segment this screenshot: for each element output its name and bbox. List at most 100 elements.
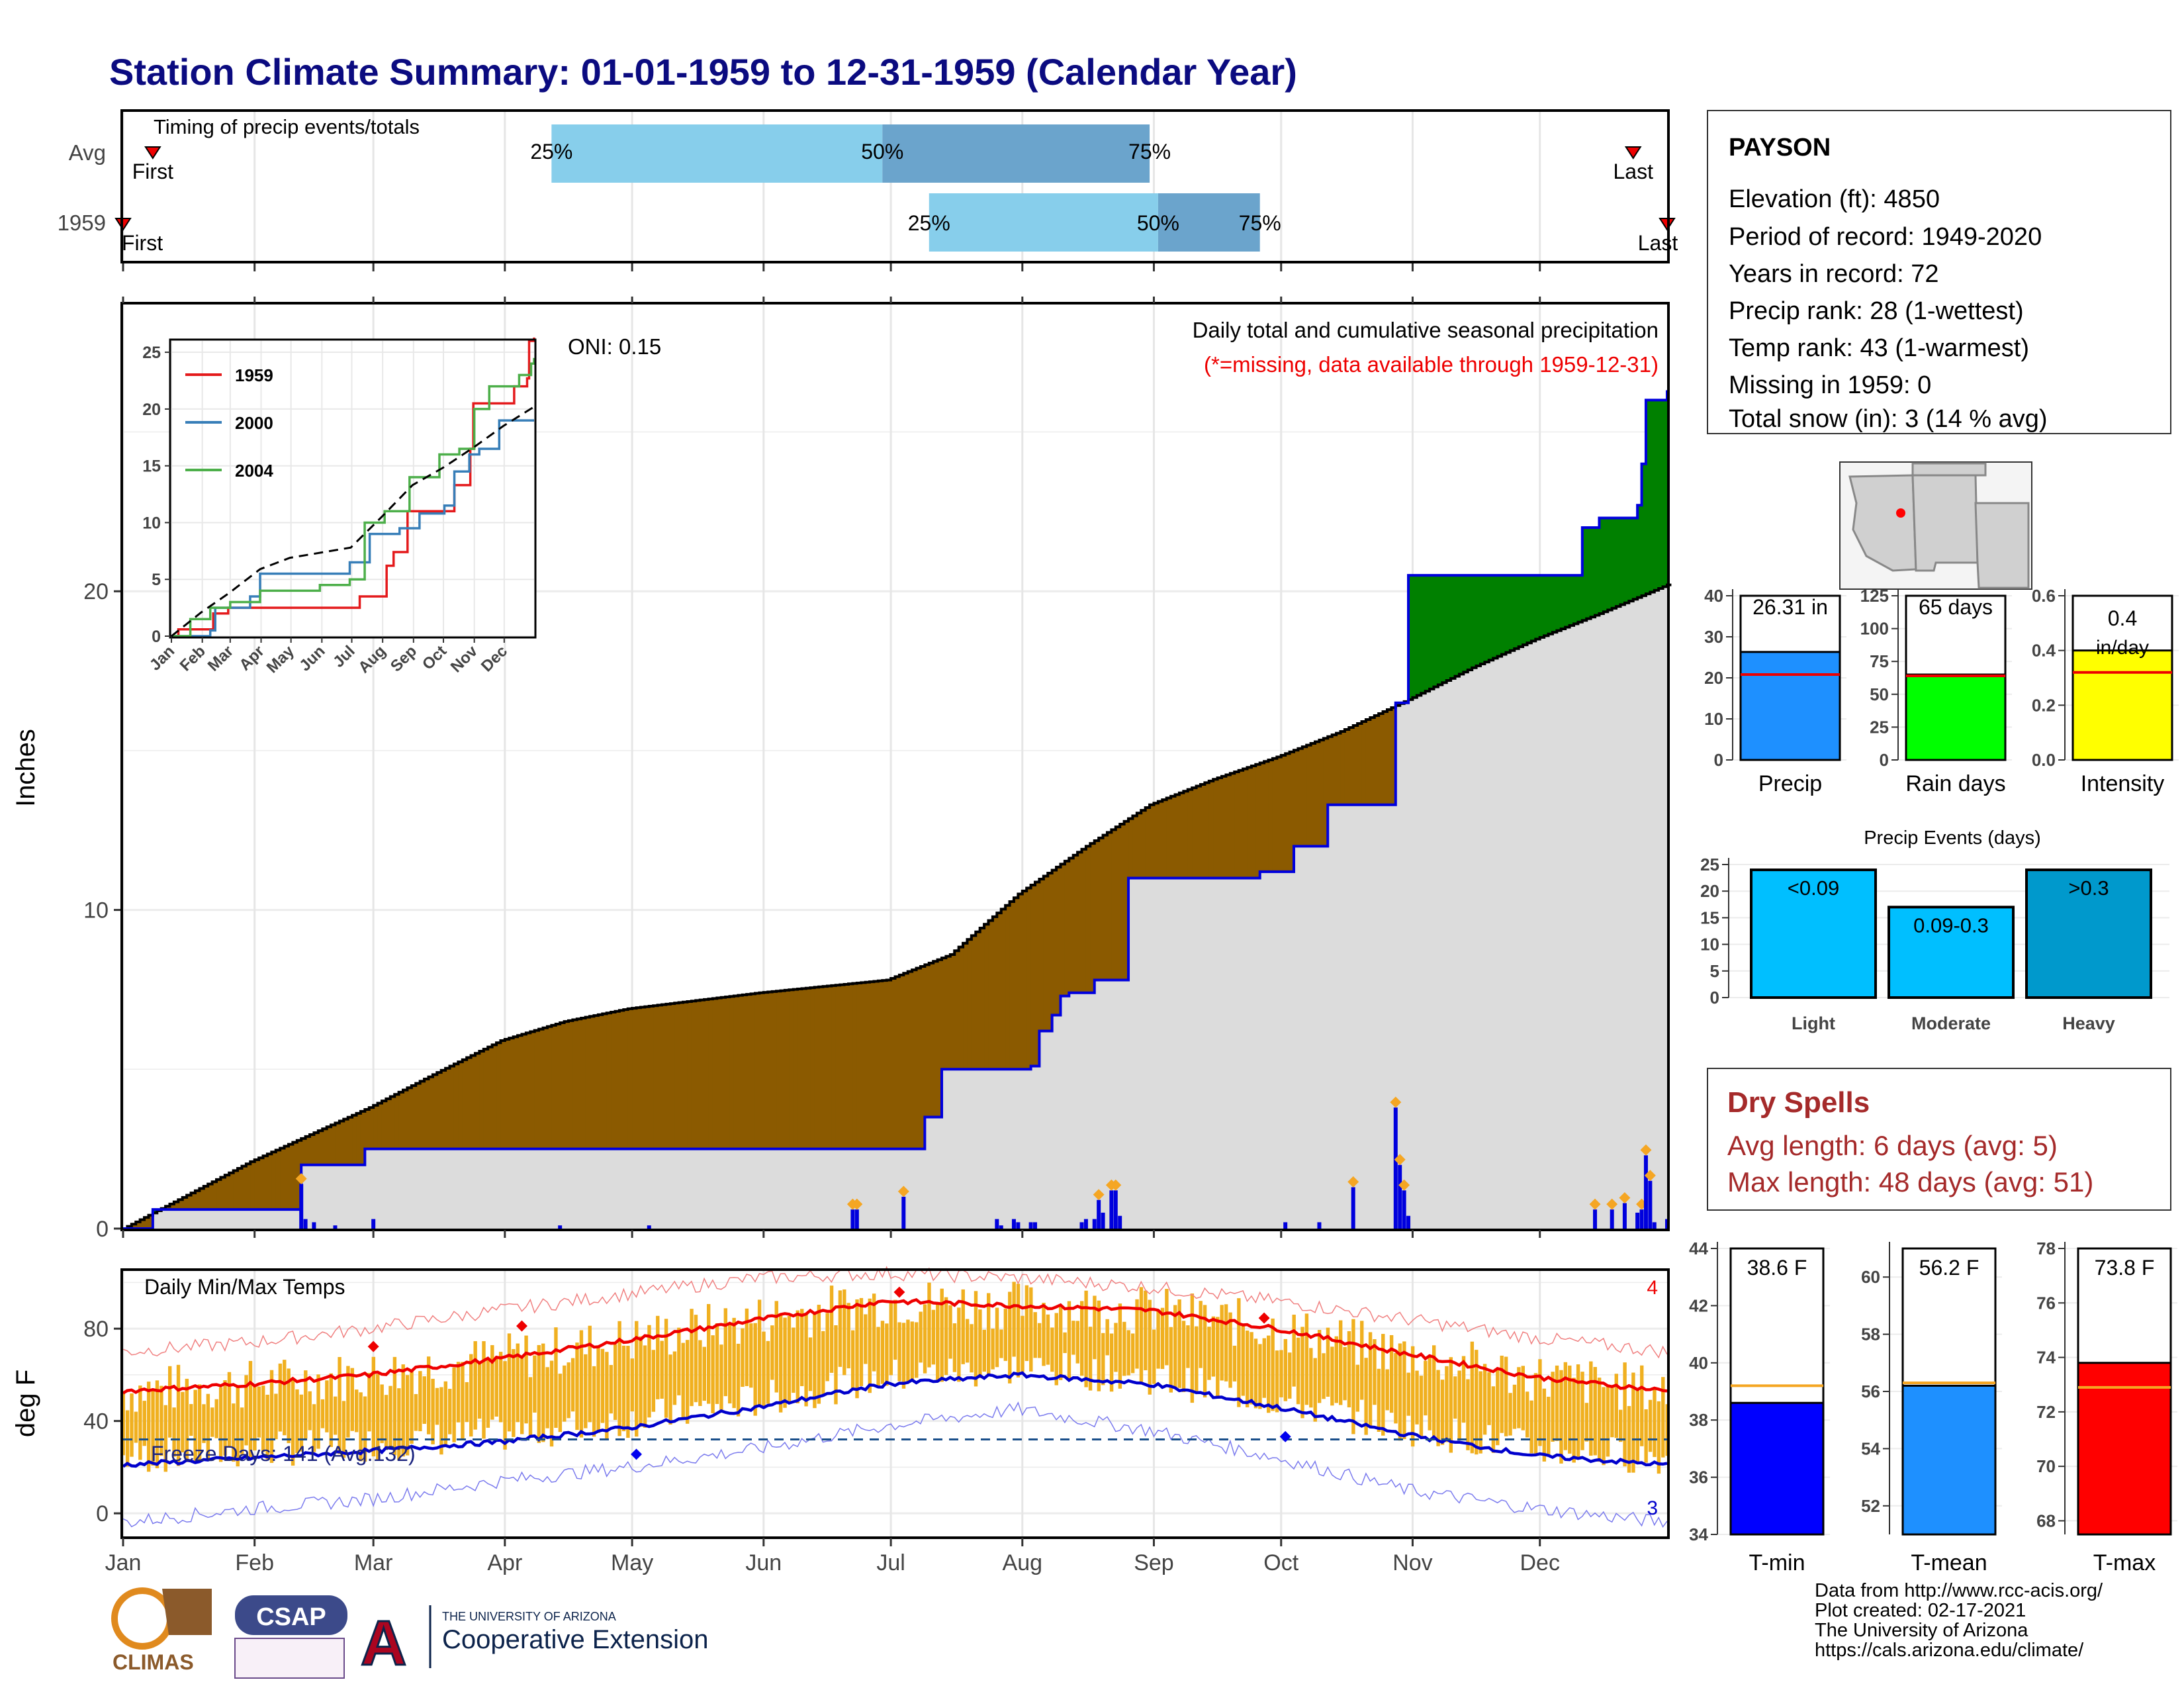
month-label: Dec (1520, 1550, 1559, 1575)
daily-temp-bar (617, 1321, 621, 1436)
daily-max-marker-icon (1347, 1176, 1359, 1188)
daily-temp-bar (1381, 1334, 1385, 1436)
above-average-area (1518, 575, 1524, 647)
daily-precip-bar (1639, 1209, 1644, 1229)
daily-precip-bar (1079, 1222, 1084, 1229)
daily-temp-bar (405, 1375, 410, 1456)
temp-y-tick-label: 80 (83, 1317, 109, 1342)
daily-precip-bar (1351, 1187, 1355, 1229)
daily-temp-bar (1466, 1379, 1470, 1450)
station-info-box: PAYSON Elevation (ft): 4850 Period of re… (1707, 110, 2171, 434)
daily-temp-bar (668, 1354, 672, 1425)
month-label: Jun (745, 1550, 782, 1575)
mini-value-bar (1905, 673, 2007, 761)
below-average-area (623, 1009, 629, 1149)
daily-temp-bar (1177, 1299, 1181, 1388)
daily-temp-bar (974, 1291, 978, 1387)
below-average-area (772, 991, 777, 1149)
below-average-area (1328, 736, 1333, 805)
inset-series-1959 (171, 337, 535, 637)
daily-precip-bar (995, 1219, 999, 1229)
below-average-area (805, 988, 811, 1149)
below-average-area (483, 1049, 488, 1149)
daily-temp-bar (1003, 1309, 1008, 1361)
mini-value-label: 0.4 (2108, 606, 2137, 630)
daily-temp-bar (630, 1358, 635, 1412)
below-average-area (1005, 905, 1011, 1070)
station-frame (1707, 110, 2171, 434)
below-average-area (852, 983, 858, 1149)
record-low-line (122, 1401, 1668, 1528)
daily-temp-bar (1063, 1332, 1067, 1354)
daily-temp-bar (1593, 1367, 1597, 1456)
daily-precip-bar (1011, 1219, 1016, 1229)
daily-temp-bar (1156, 1311, 1160, 1369)
below-average-area (140, 1219, 145, 1229)
daily-temp-bar (910, 1321, 915, 1382)
daily-temp-bar (1614, 1374, 1618, 1438)
daily-temp-bar (503, 1361, 507, 1450)
ua-logo: A THE UNIVERSITY OF ARIZONA Cooperative … (360, 1605, 708, 1680)
record-high-marker-icon (893, 1286, 905, 1298)
daily-temp-bar (723, 1308, 728, 1397)
below-average-area (768, 992, 773, 1149)
daily-temp-bar (1351, 1319, 1355, 1434)
above-average-area (1620, 518, 1625, 605)
temp-mini-name: T-mean (1911, 1550, 1987, 1575)
below-average-area (500, 1040, 506, 1149)
daily-temp-bar (151, 1389, 155, 1466)
daily-temp-bar (770, 1325, 774, 1380)
temp-mini-y-tick-label: 72 (2036, 1402, 2056, 1422)
below-average-area (606, 1013, 612, 1149)
daily-temp-bar (524, 1335, 528, 1424)
daily-temp-bar (626, 1346, 630, 1438)
daily-temp-bar (1190, 1293, 1195, 1403)
above-average-area (1421, 575, 1426, 694)
above-average-area (1590, 527, 1596, 618)
inset-y-tick-label: 0 (152, 628, 161, 646)
daily-temp-bar (1470, 1341, 1475, 1454)
below-average-area (581, 1017, 586, 1149)
inset-series-2000 (171, 419, 534, 637)
mini-y-tick-label: 40 (1704, 586, 1723, 606)
daily-temp-bar (1482, 1364, 1487, 1435)
mini-y-tick-label: 20 (1704, 668, 1723, 688)
below-average-area (504, 1039, 510, 1149)
below-average-area (1056, 867, 1062, 1015)
daily-temp-bar (706, 1303, 711, 1404)
daily-temp-bar (367, 1373, 371, 1432)
daily-temp-bar (1309, 1348, 1313, 1408)
daily-temp-bar (715, 1323, 719, 1404)
daily-temp-bar (919, 1311, 923, 1363)
daily-temp-bar (1360, 1321, 1364, 1400)
summary-mini-charts: 0 10 20 30 40 26.31 in Precip 0 25 50 75 100 125 65 d… (1704, 586, 2179, 796)
daily-temp-bar (1232, 1345, 1237, 1382)
below-average-area (1281, 755, 1286, 872)
daily-temp-bar (901, 1323, 906, 1389)
daily-temp-bar (392, 1356, 397, 1456)
temp-mini-y-tick-label: 36 (1689, 1468, 1708, 1487)
temperature-mini-charts: 34 36 38 40 42 44 38.6 F T-min 52 54 56 58 60 56.2 F T… (1689, 1239, 2177, 1575)
daily-precip-bar (1113, 1190, 1118, 1229)
daily-temp-bar (889, 1301, 893, 1376)
daily-temp-bar (1109, 1333, 1114, 1392)
daily-temp-bar (1029, 1287, 1033, 1372)
daily-temp-bar (185, 1378, 189, 1462)
daily-temp-bar (1449, 1357, 1453, 1453)
daily-temp-bar (1402, 1341, 1406, 1440)
below-average-area (238, 1168, 243, 1210)
above-average-area (1472, 575, 1477, 668)
daily-temp-bar (736, 1343, 741, 1417)
below-average-area (203, 1186, 208, 1210)
above-average-area (1506, 575, 1511, 653)
below-average-area (988, 920, 993, 1070)
csap-logo: CSAP (234, 1595, 347, 1679)
daily-max-marker-icon (1619, 1192, 1631, 1203)
below-average-area (683, 1002, 688, 1149)
daily-temp-bar (1058, 1306, 1063, 1380)
below-average-area (895, 976, 900, 1149)
daily-temp-bar (431, 1378, 435, 1444)
inset-y-axis: 0 5 10 15 20 25 (142, 344, 170, 646)
below-average-area (318, 1131, 323, 1165)
